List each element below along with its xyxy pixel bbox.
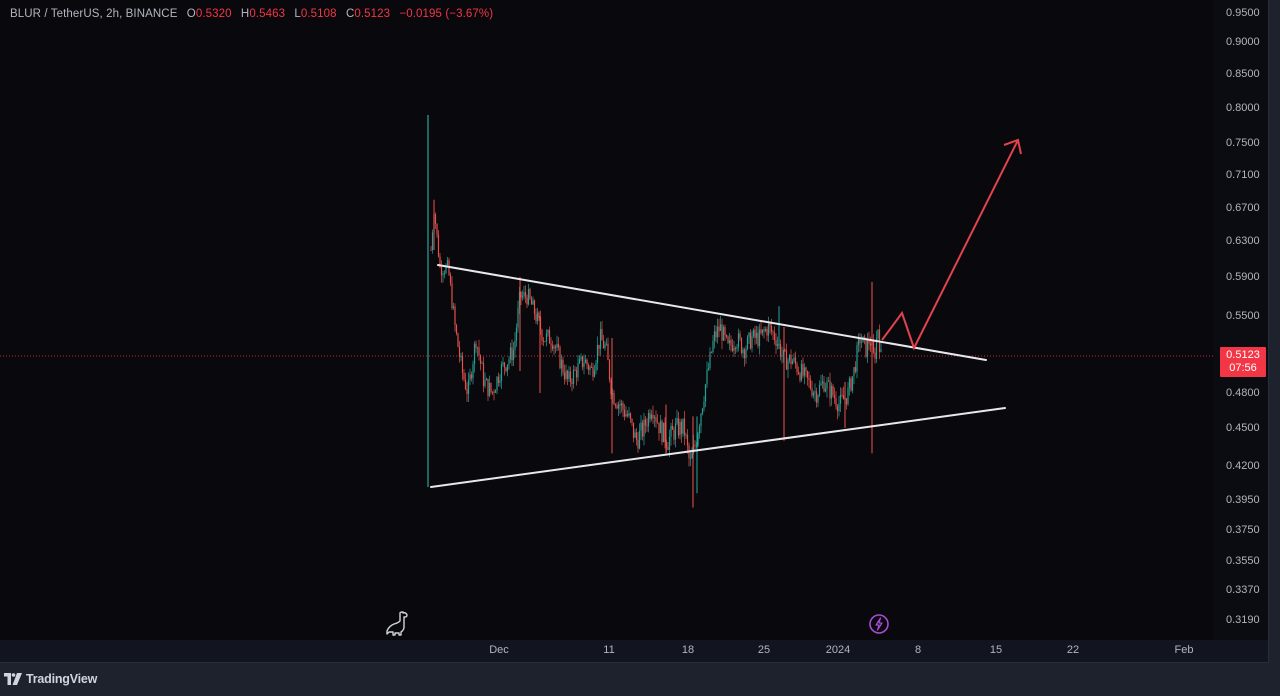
price-scale[interactable] bbox=[1213, 0, 1268, 640]
change-value: −0.0195 (−3.67%) bbox=[399, 8, 494, 20]
price-tick-label: 0.5500 bbox=[1226, 310, 1260, 322]
chart-pane[interactable] bbox=[0, 0, 1213, 640]
tradingview-logo-icon bbox=[4, 673, 22, 685]
close-label: C bbox=[345, 8, 355, 20]
bar-countdown: 07:56 bbox=[1229, 362, 1257, 374]
price-tick-label: 0.3550 bbox=[1226, 555, 1260, 567]
time-tick-label: Dec bbox=[489, 644, 509, 656]
time-tick-label: Feb bbox=[1174, 644, 1194, 656]
price-tick-label: 0.8500 bbox=[1226, 68, 1260, 80]
open-label: O bbox=[186, 8, 196, 20]
close-value: 0.5123 bbox=[354, 8, 391, 20]
price-tick-label: 0.6700 bbox=[1226, 202, 1260, 214]
candlestick-chart[interactable] bbox=[0, 0, 1213, 640]
high-label: H bbox=[240, 8, 250, 20]
symbol-legend: BLUR / TetherUS, 2h, BINANCE O0.5320 H0.… bbox=[10, 8, 493, 20]
tradingview-logo[interactable]: TradingView bbox=[4, 671, 97, 687]
price-tick-label: 0.7500 bbox=[1226, 137, 1260, 149]
current-price: 0.5123 bbox=[1226, 349, 1260, 361]
brand-name: TradingView bbox=[26, 672, 98, 686]
symbol-title[interactable]: BLUR / TetherUS, 2h, BINANCE bbox=[10, 8, 178, 20]
price-tick-label: 0.4800 bbox=[1226, 387, 1260, 399]
time-tick-label: 25 bbox=[757, 644, 771, 656]
current-price-badge: 0.5123 07:56 bbox=[1220, 347, 1266, 377]
price-tick-label: 0.3370 bbox=[1226, 584, 1260, 596]
price-tick-label: 0.3750 bbox=[1226, 524, 1260, 536]
price-tick-label: 0.3950 bbox=[1226, 494, 1260, 506]
projection-path bbox=[881, 139, 1019, 351]
time-tick-label: 8 bbox=[914, 644, 922, 656]
dinosaur-icon[interactable] bbox=[385, 610, 411, 643]
low-label: L bbox=[294, 8, 301, 20]
arrowhead-icon bbox=[1003, 138, 1022, 155]
time-tick-label: 18 bbox=[681, 644, 695, 656]
price-tick-label: 0.9500 bbox=[1226, 7, 1260, 19]
candles bbox=[430, 199, 882, 508]
scale-corner bbox=[1213, 640, 1268, 662]
time-tick-label: 2024 bbox=[825, 644, 851, 656]
price-tick-label: 0.7100 bbox=[1226, 169, 1260, 181]
time-tick-label: 22 bbox=[1066, 644, 1080, 656]
price-tick-label: 0.9000 bbox=[1226, 36, 1260, 48]
price-tick-label: 0.6300 bbox=[1226, 235, 1260, 247]
time-scale[interactable] bbox=[0, 640, 1213, 662]
price-tick-label: 0.8000 bbox=[1226, 102, 1260, 114]
time-tick-label: 15 bbox=[989, 644, 1003, 656]
price-tick-label: 0.5900 bbox=[1226, 271, 1260, 283]
price-tick-label: 0.4200 bbox=[1226, 460, 1260, 472]
upper-resistance-trendline bbox=[437, 264, 987, 361]
time-tick-label: 11 bbox=[603, 644, 615, 656]
price-tick-label: 0.3190 bbox=[1226, 614, 1260, 626]
chart-frame bbox=[0, 0, 1269, 663]
high-value: 0.5463 bbox=[249, 8, 286, 20]
lower-support-trendline bbox=[430, 407, 1006, 488]
open-value: 0.5320 bbox=[195, 8, 232, 20]
lightning-bolt-icon[interactable] bbox=[868, 613, 890, 640]
low-value: 0.5108 bbox=[300, 8, 337, 20]
price-tick-label: 0.4500 bbox=[1226, 422, 1260, 434]
